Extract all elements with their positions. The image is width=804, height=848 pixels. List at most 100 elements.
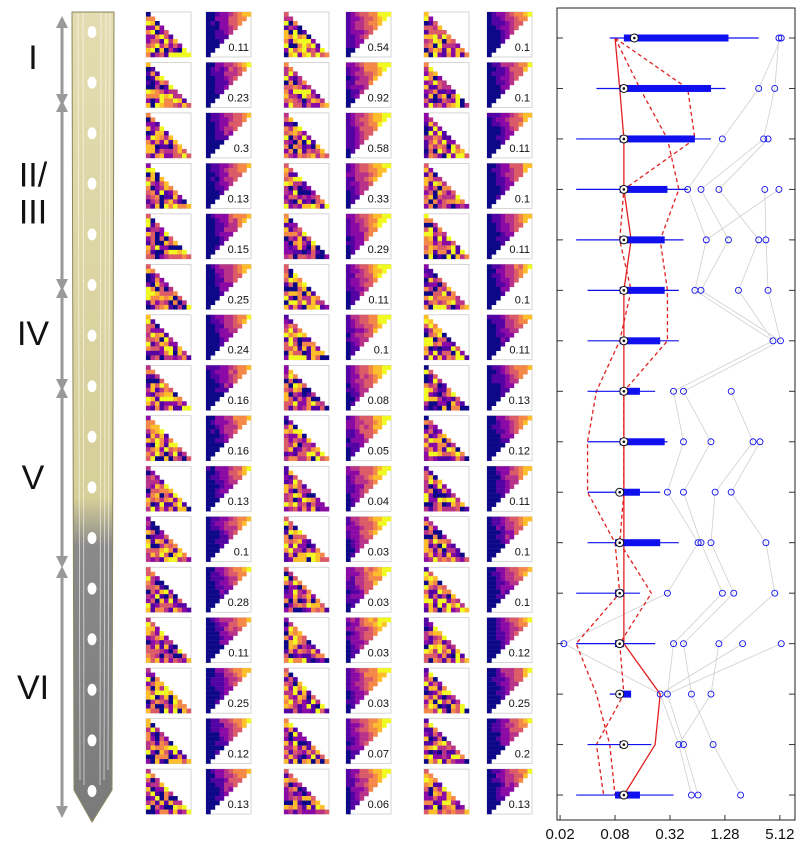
matrix-cell (360, 181, 365, 186)
matrix-cell (487, 507, 492, 512)
matrix-cell (360, 232, 365, 237)
matrix-cell (496, 484, 501, 489)
matrix-cell (164, 640, 169, 645)
matrix-cell (284, 732, 289, 737)
matrix-cell (238, 627, 243, 632)
matrix-cell (505, 585, 510, 590)
matrix-cell (164, 704, 169, 709)
matrix-cell (160, 177, 165, 182)
matrix-cell (346, 723, 351, 728)
matrix-cell (346, 801, 351, 806)
matrix-cell (519, 17, 524, 22)
matrix-cell (519, 168, 524, 173)
matrix-cell (146, 452, 151, 457)
matrix-cell (182, 755, 187, 760)
matrix-cell (351, 273, 356, 278)
matrix-cell (501, 39, 506, 44)
matrix-cell (284, 355, 289, 360)
matrix-cell (346, 291, 351, 296)
matrix-cell (442, 35, 447, 40)
matrix-cell (187, 658, 192, 663)
matrix-cell (492, 484, 497, 489)
matrix-cell (460, 204, 465, 209)
matrix-cell (220, 122, 225, 127)
matrix-cell (206, 324, 211, 329)
matrix-cell (173, 305, 178, 310)
matrix-cell (496, 186, 501, 191)
matrix-cell (487, 590, 492, 595)
matrix-cell (351, 319, 356, 324)
matrix-cell (351, 30, 356, 35)
matrix-cell (220, 787, 225, 792)
matrix-cell (293, 640, 298, 645)
matrix-cell (187, 759, 192, 764)
matrix-cell (369, 723, 374, 728)
matrix-cell (151, 728, 156, 733)
matrix-cell (360, 337, 365, 342)
matrix-cell (164, 557, 169, 562)
matrix-cell (346, 163, 351, 168)
matrix-cell (355, 498, 360, 503)
matrix-cell (364, 383, 369, 388)
matrix-cell (351, 324, 356, 329)
matrix-cell (346, 232, 351, 237)
matrix-cell (514, 76, 519, 81)
matrix-cell (424, 44, 429, 49)
probe-contact (88, 279, 97, 291)
matrix-cell (215, 177, 220, 182)
matrix-cell (173, 709, 178, 714)
matrix-cell (429, 89, 434, 94)
matrix-cell (346, 618, 351, 623)
matrix-cell (505, 12, 510, 17)
matrix-cell (346, 131, 351, 136)
matrix-cell (229, 530, 234, 535)
matrix-cell (369, 719, 374, 724)
matrix-cell (351, 199, 356, 204)
matrix-cell (289, 677, 294, 682)
matrix-cell (298, 232, 303, 237)
matrix-cell (429, 406, 434, 411)
matrix-cell (284, 567, 289, 572)
matrix-cell (355, 140, 360, 145)
matrix-cell (346, 85, 351, 90)
matrix-cell (451, 98, 456, 103)
matrix-cell (514, 163, 519, 168)
matrix-cell (307, 245, 312, 250)
matrix-cell (151, 296, 156, 301)
matrix-cell (164, 603, 169, 608)
matrix-cell (346, 805, 351, 810)
matrix-cell (298, 278, 303, 283)
matrix-cell (424, 539, 429, 544)
matrix-cell (307, 608, 312, 613)
matrix-cell (373, 12, 378, 17)
matrix-cell (284, 236, 289, 241)
matrix-cell (215, 273, 220, 278)
matrix-cell (424, 590, 429, 595)
matrix-cell (146, 273, 151, 278)
matrix-cell (284, 245, 289, 250)
matrix-cell (510, 126, 515, 131)
matrix-cell (151, 98, 156, 103)
matrix-cell (438, 300, 443, 305)
matrix-cell (355, 783, 360, 788)
matrix-cell (496, 140, 501, 145)
matrix-cell (220, 572, 225, 577)
matrix-cell (220, 241, 225, 246)
matrix-cell (169, 204, 174, 209)
matrix-cell (510, 517, 515, 522)
matrix-cell (284, 801, 289, 806)
matrix-cell (519, 420, 524, 425)
matrix-cell (505, 475, 510, 480)
matrix-cell (373, 113, 378, 118)
matrix-cell (460, 401, 465, 406)
matrix-cell (206, 517, 211, 522)
matrix-cell (429, 324, 434, 329)
probe-contact (88, 785, 97, 797)
layer-label: VI (17, 669, 49, 707)
matrix-cell (151, 755, 156, 760)
matrix-cell (514, 416, 519, 421)
matrix-cell (284, 273, 289, 278)
matrix-cell (233, 76, 238, 81)
matrix-cell (355, 572, 360, 577)
matrix-cell (351, 328, 356, 333)
